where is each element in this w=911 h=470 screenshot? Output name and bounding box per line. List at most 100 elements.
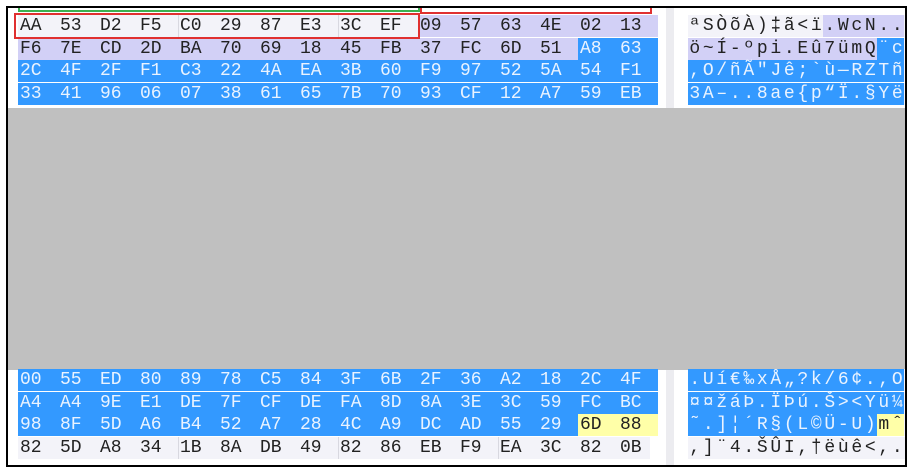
hex-byte[interactable]: C5 [258, 369, 298, 391]
hex-byte[interactable]: A4 [18, 391, 58, 414]
hex-byte[interactable]: 78 [218, 369, 258, 391]
hex-byte[interactable]: AD [458, 414, 498, 436]
hex-byte[interactable]: 3B [338, 60, 378, 82]
hex-byte[interactable]: 59 [578, 82, 618, 105]
hex-byte[interactable]: CD [98, 37, 138, 60]
hex-byte[interactable]: E3 [300, 16, 322, 36]
hex-byte[interactable]: C3 [178, 60, 218, 82]
hex-byte[interactable]: 97 [458, 60, 498, 82]
hex-byte[interactable]: 33 [18, 82, 58, 105]
hex-byte[interactable]: ED [98, 369, 138, 391]
hex-byte[interactable]: 8A [220, 437, 242, 458]
hex-byte[interactable]: EF [380, 16, 402, 36]
hex-byte[interactable]: F1 [138, 60, 178, 82]
hex-byte[interactable]: 02 [578, 15, 618, 37]
hex-byte[interactable]: 29 [220, 16, 242, 36]
hex-byte[interactable]: FC [458, 37, 498, 60]
hex-byte[interactable]: 5A [538, 60, 578, 82]
hex-byte[interactable]: 63 [618, 37, 658, 60]
hex-byte[interactable]: EB [618, 82, 658, 105]
hex-byte[interactable]: DE [178, 391, 218, 414]
hex-byte[interactable]: 34 [140, 437, 162, 458]
hex-byte[interactable]: 93 [418, 82, 458, 105]
hex-byte[interactable]: 4E [538, 15, 578, 37]
hex-byte[interactable]: FC [578, 391, 618, 414]
hex-byte[interactable]: 70 [218, 37, 258, 60]
hex-byte[interactable]: 69 [258, 37, 298, 60]
hex-byte[interactable]: 55 [498, 414, 538, 436]
hex-byte[interactable]: 3C [340, 16, 362, 36]
hex-byte[interactable]: 4F [618, 369, 658, 391]
hex-byte[interactable]: 61 [258, 82, 298, 105]
hex-byte[interactable]: F9 [418, 60, 458, 82]
hex-byte[interactable]: 7B [338, 82, 378, 105]
hex-byte[interactable]: 82 [20, 437, 42, 458]
hex-byte[interactable]: 3C [498, 391, 538, 414]
hex-byte[interactable]: A7 [538, 82, 578, 105]
hex-byte[interactable]: 98 [18, 414, 58, 436]
hex-byte[interactable]: 89 [178, 369, 218, 391]
hex-byte[interactable]: 37 [418, 37, 458, 60]
hex-byte[interactable]: F5 [140, 16, 162, 36]
hex-byte[interactable]: 8F [58, 414, 98, 436]
hex-byte[interactable]: 4C [338, 414, 378, 436]
hex-byte[interactable]: F1 [618, 60, 658, 82]
hex-byte[interactable]: 36 [458, 369, 498, 391]
hex-byte[interactable]: A9 [378, 414, 418, 436]
hex-byte[interactable]: FA [338, 391, 378, 414]
hex-byte[interactable]: 6D [498, 37, 538, 60]
hex-byte[interactable]: 2F [98, 60, 138, 82]
ascii-text[interactable]: ,] ¨ 4. Š Û I, † ë ù ê <,. [689, 437, 903, 458]
hex-byte[interactable]: B4 [178, 414, 218, 436]
hex-byte[interactable]: FB [378, 37, 418, 60]
hex-byte[interactable]: EA [298, 60, 338, 82]
hex-byte[interactable]: E1 [138, 391, 178, 414]
hex-byte[interactable]: EB [420, 437, 442, 458]
hex-byte[interactable]: 60 [378, 60, 418, 82]
hex-byte[interactable]: F6 [18, 37, 58, 60]
hex-byte[interactable]: 06 [138, 82, 178, 105]
hex-byte[interactable]: A2 [498, 369, 538, 391]
hex-byte[interactable]: 7E [58, 37, 98, 60]
hex-byte[interactable]: 0B [620, 437, 642, 458]
hex-byte[interactable]: A6 [138, 414, 178, 436]
hex-byte[interactable]: 54 [578, 60, 618, 82]
hex-byte[interactable]: F9 [460, 437, 482, 458]
hex-byte[interactable]: 82 [340, 437, 362, 458]
hex-byte[interactable]: 38 [218, 82, 258, 105]
hex-byte[interactable]: 18 [538, 369, 578, 391]
hex-byte[interactable]: 2F [418, 369, 458, 391]
hex-byte[interactable]: DB [260, 437, 282, 458]
hex-byte[interactable]: 86 [380, 437, 402, 458]
hex-byte[interactable]: BA [178, 37, 218, 60]
hex-byte[interactable]: 2C [18, 60, 58, 82]
hex-byte[interactable]: 84 [298, 369, 338, 391]
hex-byte[interactable]: 2D [138, 37, 178, 60]
hex-byte[interactable]: 29 [538, 414, 578, 436]
hex-byte[interactable]: CF [458, 82, 498, 105]
hex-byte[interactable]: 8A [418, 391, 458, 414]
hex-byte[interactable]: 3C [540, 437, 562, 458]
hex-byte[interactable]: 96 [98, 82, 138, 105]
hex-byte[interactable]: A8 [100, 437, 122, 458]
hex-byte[interactable]: 09 [418, 15, 458, 37]
hex-byte[interactable]: 49 [300, 437, 322, 458]
hex-byte[interactable]: 55 [58, 369, 98, 391]
hex-byte[interactable]: 88 [618, 414, 658, 436]
hex-byte[interactable]: D2 [100, 16, 122, 36]
hex-byte[interactable]: 53 [60, 16, 82, 36]
hex-byte[interactable]: 1B [180, 437, 202, 458]
hex-byte[interactable]: A7 [258, 414, 298, 436]
hex-byte[interactable]: 12 [498, 82, 538, 105]
hex-byte[interactable]: 3F [338, 369, 378, 391]
hex-byte[interactable]: 28 [298, 414, 338, 436]
hex-byte[interactable]: 4F [58, 60, 98, 82]
hex-byte[interactable]: 45 [338, 37, 378, 60]
hex-byte[interactable]: 00 [18, 369, 58, 391]
hex-byte[interactable]: EA [500, 437, 522, 458]
hex-byte[interactable]: 22 [218, 60, 258, 82]
